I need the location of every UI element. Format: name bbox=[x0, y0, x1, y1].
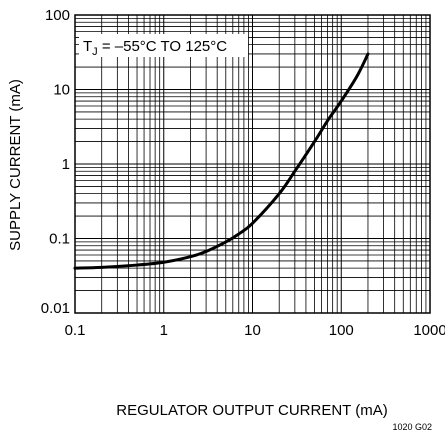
y-tick-label: 100 bbox=[45, 7, 70, 24]
annotation-subscript: J bbox=[92, 46, 98, 58]
series-line-0 bbox=[73, 52, 370, 270]
x-axis-title: REGULATOR OUTPUT CURRENT (mA) bbox=[116, 402, 387, 419]
annotation-background bbox=[79, 34, 248, 57]
plot-frame bbox=[74, 14, 431, 314]
annotation-prefix: T bbox=[83, 38, 92, 55]
chart-grid bbox=[75, 15, 430, 313]
figure-code: 1020 G02 bbox=[392, 422, 432, 432]
x-tick-labels: 0.1 1 10 100 1000 bbox=[65, 322, 445, 339]
x-tick-label: 100 bbox=[329, 322, 354, 339]
svg-text:TJ = –55°C TO 125°C: TJ = –55°C TO 125°C bbox=[83, 38, 227, 58]
y-axis-title: SUPPLY CURRENT (mA) bbox=[7, 79, 24, 251]
x-tick-label: 1 bbox=[160, 322, 168, 339]
series-layer bbox=[73, 52, 370, 270]
y-tick-label: 1 bbox=[62, 156, 70, 173]
x-tick-label: 0.1 bbox=[65, 322, 86, 339]
y-tick-label: 0.1 bbox=[49, 231, 70, 248]
x-tick-label: 10 bbox=[244, 322, 261, 339]
y-tick-labels: 0.01 0.1 1 10 100 bbox=[41, 7, 70, 317]
temperature-annotation: TJ = –55°C TO 125°C bbox=[79, 34, 248, 58]
annotation-text: = –55°C TO 125°C bbox=[98, 38, 228, 55]
x-tick-label: 1000 bbox=[413, 322, 445, 339]
y-tick-label: 0.01 bbox=[41, 300, 70, 317]
y-tick-label: 10 bbox=[53, 82, 70, 99]
